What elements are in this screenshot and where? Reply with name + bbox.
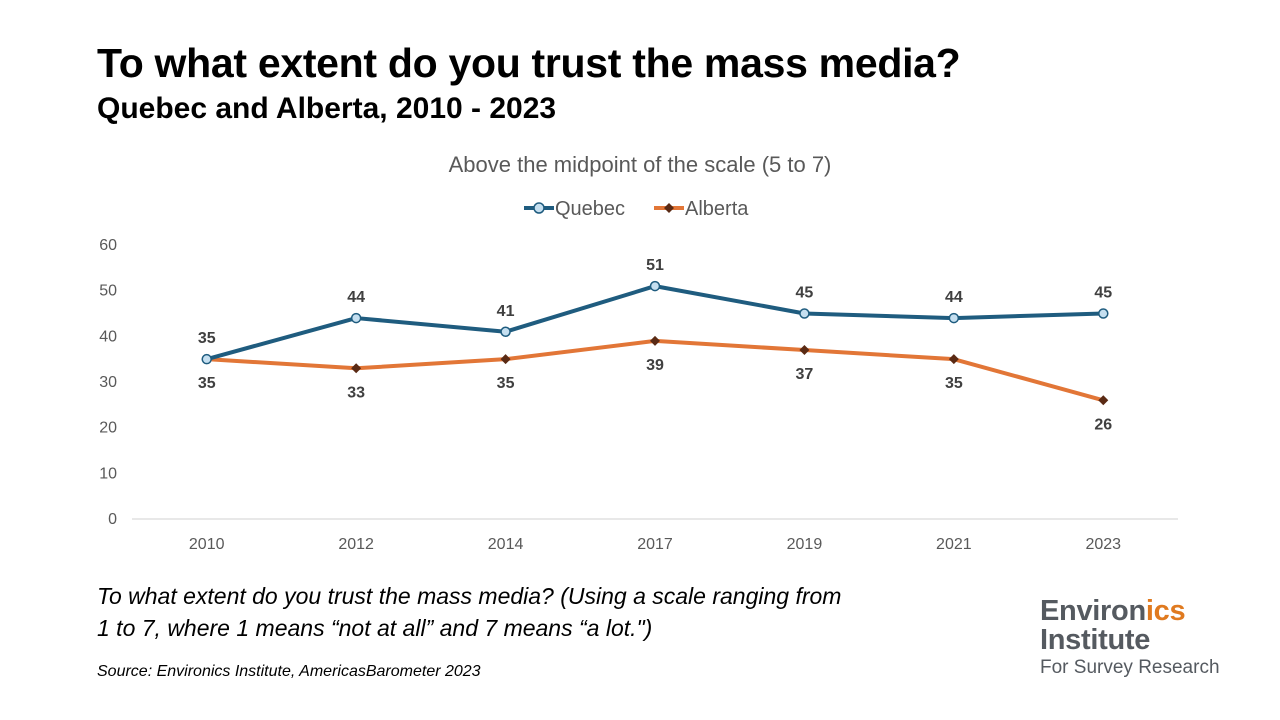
point-alberta <box>1098 395 1109 406</box>
data-labels: 35 33 35 39 37 35 26 35 44 41 51 45 44 45 <box>198 257 1112 433</box>
x-tick-label: 2014 <box>488 536 524 553</box>
data-label-quebec: 44 <box>945 289 963 306</box>
data-label-quebec: 35 <box>198 330 216 347</box>
question-line-1: To what extent do you trust the mass med… <box>97 583 842 609</box>
page-subtitle: Quebec and Alberta, 2010 - 2023 <box>97 92 557 125</box>
environics-logo: Environics Institute For Survey Research <box>1040 597 1220 681</box>
point-quebec <box>799 308 810 319</box>
legend-label-alberta: Alberta <box>685 198 749 220</box>
point-alberta <box>500 354 511 365</box>
x-tick-label: 2023 <box>1085 536 1121 553</box>
survey-question: To what extent do you trust the mass med… <box>97 580 957 644</box>
data-label-alberta: 35 <box>198 375 216 392</box>
source-note: Source: Environics Institute, AmericasBa… <box>97 663 481 680</box>
page-title: To what extent do you trust the mass med… <box>97 40 961 86</box>
data-label-alberta: 37 <box>796 366 814 383</box>
question-line-2: 1 to 7, where 1 means “not at all” and 7… <box>97 615 653 641</box>
legend-marker-quebec <box>533 202 545 214</box>
line-chart: Above the midpoint of the scale (5 to 7)… <box>99 152 1178 553</box>
chart-title: Above the midpoint of the scale (5 to 7) <box>449 152 832 177</box>
logo-institute: Institute <box>1040 624 1151 656</box>
logo-wordmark: Environics <box>1040 597 1220 626</box>
data-label-quebec: 51 <box>646 257 664 274</box>
point-quebec <box>649 280 661 292</box>
y-tick-label: 40 <box>99 328 117 345</box>
y-tick-label: 10 <box>99 465 117 482</box>
data-label-quebec: 45 <box>1094 285 1112 302</box>
y-tick-label: 50 <box>99 283 117 300</box>
x-axis: 2010 2012 2014 2017 2019 2021 2023 <box>189 536 1121 553</box>
y-tick-label: 20 <box>99 420 117 437</box>
data-label-alberta: 26 <box>1094 416 1112 433</box>
point-quebec <box>1098 308 1109 319</box>
point-alberta <box>799 345 810 356</box>
x-tick-label: 2017 <box>637 536 673 553</box>
data-label-quebec: 45 <box>796 285 814 302</box>
point-quebec <box>201 353 212 365</box>
legend-marker-alberta <box>664 203 674 213</box>
point-quebec <box>350 312 362 324</box>
y-tick-label: 60 <box>99 237 117 254</box>
data-label-quebec: 44 <box>347 289 365 306</box>
data-label-quebec: 41 <box>497 303 515 320</box>
y-tick-label: 0 <box>108 511 117 528</box>
data-label-alberta: 35 <box>497 375 515 392</box>
data-label-alberta: 35 <box>945 375 963 392</box>
x-tick-label: 2012 <box>338 536 374 553</box>
data-label-alberta: 33 <box>347 384 365 401</box>
point-quebec <box>948 312 960 324</box>
x-tick-label: 2010 <box>189 536 225 553</box>
legend-label-quebec: Quebec <box>555 198 625 220</box>
data-label-alberta: 39 <box>646 357 664 374</box>
logo-wordmark-a: Environ <box>1040 595 1146 627</box>
x-tick-label: 2019 <box>787 536 823 553</box>
logo-tagline: For Survey Research <box>1040 657 1220 678</box>
series-line-quebec <box>204 284 1106 362</box>
series-layer <box>201 280 1109 406</box>
y-axis: 0 10 20 30 40 50 60 <box>99 237 117 528</box>
logo-wordmark-accent: ics <box>1145 595 1186 627</box>
point-alberta <box>351 363 362 374</box>
point-alberta <box>650 335 660 346</box>
point-quebec <box>500 326 511 338</box>
chart-legend: Quebec Alberta <box>524 198 749 220</box>
point-alberta <box>948 354 959 365</box>
y-tick-label: 30 <box>99 374 117 391</box>
x-tick-label: 2021 <box>936 536 972 553</box>
